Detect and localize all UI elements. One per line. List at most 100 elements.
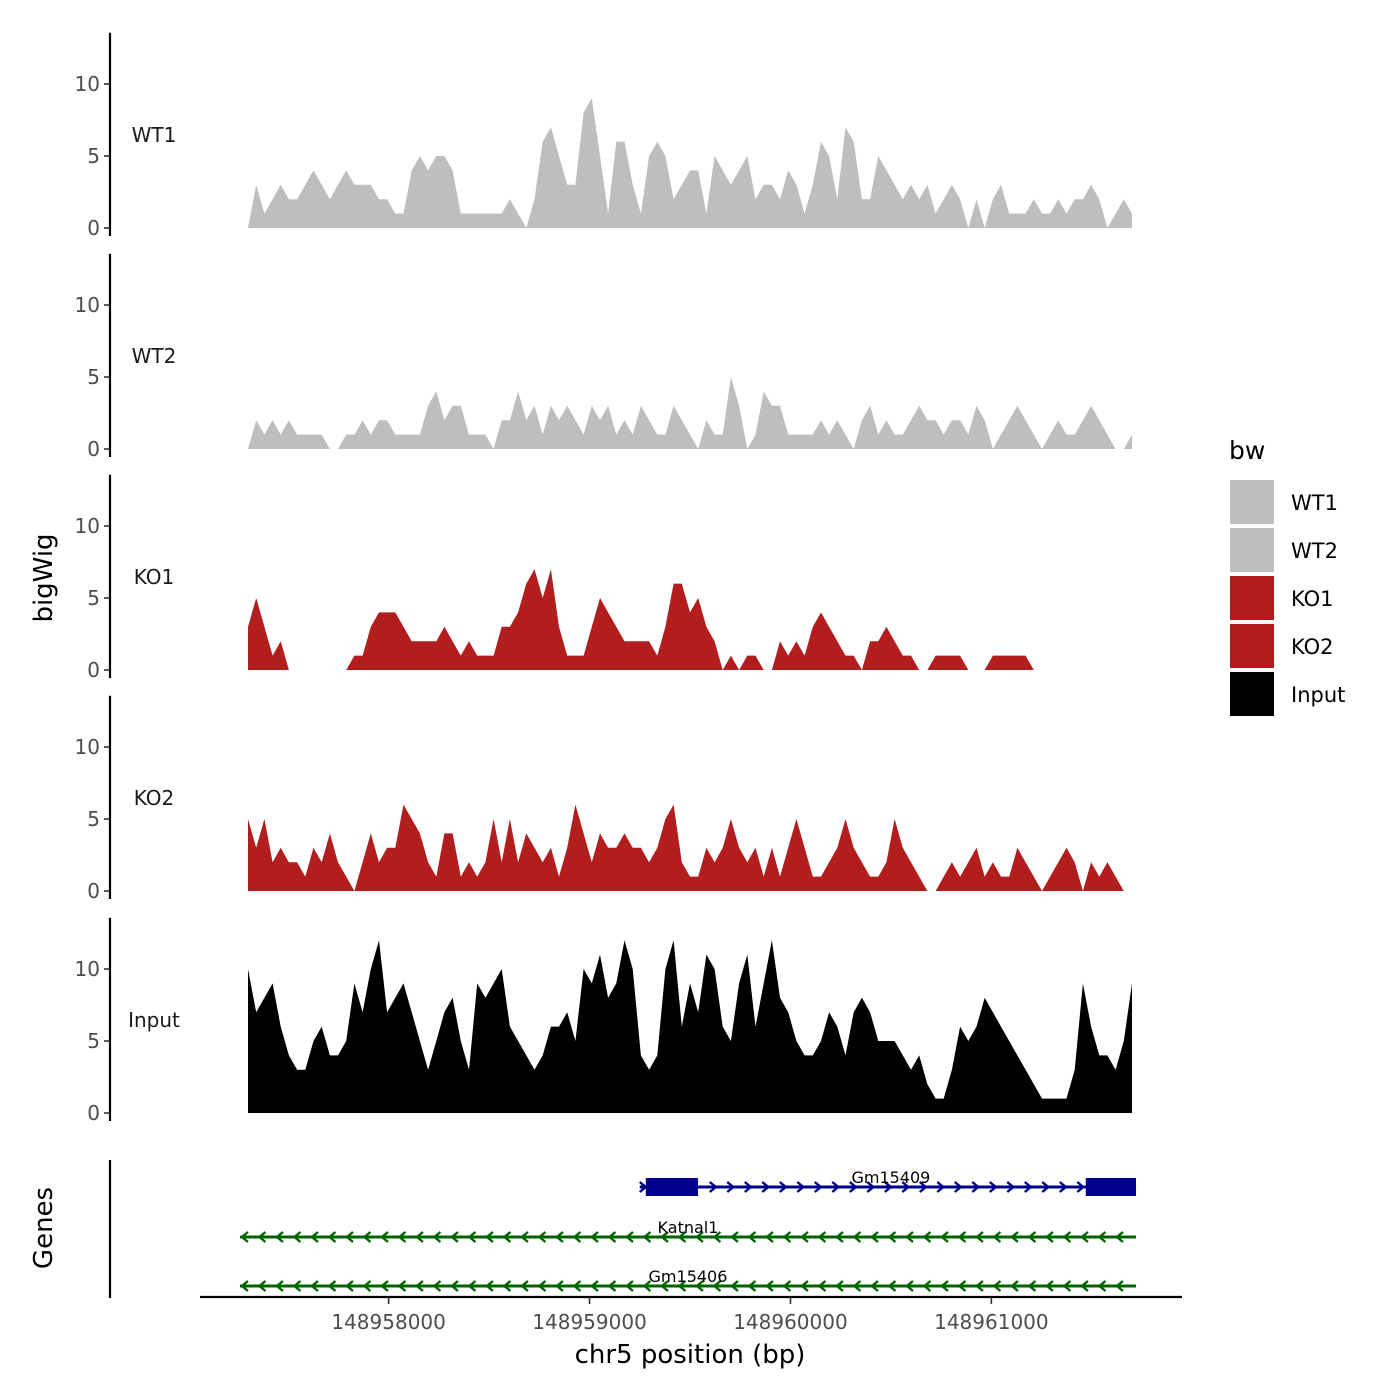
strand-arrow <box>625 1280 634 1292</box>
y-tick-label: 5 <box>87 807 100 831</box>
legend: bw WT1 WT2 KO1 KO2 Input <box>1229 436 1345 716</box>
strand-arrow <box>866 1181 876 1193</box>
strand-arrow <box>800 1231 809 1243</box>
strand-arrow <box>695 1231 704 1243</box>
strand-arrow <box>1041 1181 1051 1193</box>
strand-arrow <box>292 1231 302 1243</box>
legend-label: KO1 <box>1291 587 1334 611</box>
gene-katnal1: Katnal1 <box>239 1218 1137 1243</box>
strand-arrow <box>502 1231 512 1243</box>
strand-arrow <box>712 1280 722 1292</box>
y-tick-label: 0 <box>87 437 100 461</box>
strand-arrow <box>884 1181 893 1193</box>
strand-arrow <box>537 1280 547 1292</box>
strand-arrow <box>905 1231 914 1243</box>
strand-arrow <box>555 1231 564 1243</box>
legend-item-ko1: KO1 <box>1230 576 1334 620</box>
track-label: KO2 <box>134 786 175 810</box>
strand-arrow <box>1006 1181 1016 1193</box>
strand-arrow <box>936 1181 946 1193</box>
strand-arrow <box>957 1280 967 1292</box>
strand-arrow <box>590 1280 599 1292</box>
strand-arrow <box>1115 1280 1124 1292</box>
strand-arrow <box>467 1280 477 1292</box>
strand-arrow <box>1076 1181 1086 1193</box>
strand-arrow <box>922 1280 932 1292</box>
legend-item-ko2: KO2 <box>1230 624 1334 668</box>
legend-swatch <box>1230 528 1274 572</box>
strand-arrow <box>642 1280 652 1292</box>
strand-arrow <box>730 1280 739 1292</box>
strand-arrow <box>940 1231 949 1243</box>
strand-arrow <box>709 1181 718 1193</box>
strand-arrow <box>485 1231 494 1243</box>
strand-arrow <box>1062 1280 1072 1292</box>
strand-arrow <box>275 1231 284 1243</box>
x-tick-label: 148960000 <box>733 1310 848 1334</box>
strand-arrow <box>901 1181 911 1193</box>
strand-arrow <box>975 1280 984 1292</box>
signal-area-ko2 <box>248 804 1132 891</box>
strand-arrow <box>1097 1231 1107 1243</box>
gene-label: Katnal1 <box>658 1218 719 1237</box>
strand-arrow <box>971 1181 981 1193</box>
strand-arrow <box>1115 1231 1124 1243</box>
strand-arrow <box>292 1280 302 1292</box>
strand-arrow <box>1062 1231 1072 1243</box>
legend-title: bw <box>1229 436 1265 465</box>
strand-arrow <box>275 1280 284 1292</box>
strand-arrow <box>779 1181 788 1193</box>
y-tick-label: 10 <box>75 735 100 759</box>
legend-item-wt2: WT2 <box>1230 528 1338 572</box>
strand-arrow <box>432 1280 442 1292</box>
strand-arrow <box>712 1231 722 1243</box>
y-axis-title: bigWig <box>29 533 59 622</box>
strand-arrow <box>852 1280 862 1292</box>
strand-arrow <box>1027 1231 1037 1243</box>
strand-arrow <box>761 1181 771 1193</box>
strand-arrow <box>257 1280 267 1292</box>
y-tick-label: 0 <box>87 879 100 903</box>
strand-arrow <box>642 1231 652 1243</box>
y-tick-label: 0 <box>87 216 100 240</box>
strand-arrow <box>1010 1231 1019 1243</box>
strand-arrow <box>1080 1280 1089 1292</box>
y-tick-label: 5 <box>87 365 100 389</box>
strand-arrow <box>989 1181 998 1193</box>
strand-arrow <box>639 1181 648 1193</box>
strand-arrow <box>677 1231 687 1243</box>
strand-arrow <box>257 1231 267 1243</box>
legend-swatch <box>1230 672 1274 716</box>
strand-arrow <box>415 1231 424 1243</box>
strand-arrow <box>747 1231 757 1243</box>
genes-track-title: Genes <box>29 1187 59 1269</box>
legend-swatch <box>1230 624 1274 668</box>
gene-track: Gm15409 Katnal1 Gm15406 <box>108 1160 1137 1298</box>
strand-arrow <box>835 1231 844 1243</box>
strand-arrow <box>625 1231 634 1243</box>
y-tick-label: 10 <box>75 514 100 538</box>
track-wt1: 0 5 10 WT1 <box>75 32 1132 240</box>
signal-area-wt1 <box>248 98 1132 229</box>
exon <box>1085 1178 1137 1196</box>
legend-swatch <box>1230 480 1274 524</box>
strand-arrow <box>660 1280 669 1292</box>
strand-arrow <box>957 1231 967 1243</box>
y-tick-label: 5 <box>87 1029 100 1053</box>
x-tick-label: 148959000 <box>532 1310 647 1334</box>
gene-label: Gm15409 <box>851 1168 930 1187</box>
strand-arrow <box>485 1280 494 1292</box>
strand-arrow <box>310 1280 319 1292</box>
strand-arrow <box>765 1231 774 1243</box>
strand-arrow <box>870 1280 879 1292</box>
strand-arrow <box>919 1181 928 1193</box>
strand-arrow <box>1097 1280 1107 1292</box>
strand-arrow <box>310 1231 319 1243</box>
legend-label: WT1 <box>1291 491 1338 515</box>
strand-arrow <box>817 1231 827 1243</box>
strand-arrow <box>870 1231 879 1243</box>
y-tick-label: 5 <box>87 586 100 610</box>
strand-arrow <box>817 1280 827 1292</box>
strand-arrow <box>940 1280 949 1292</box>
